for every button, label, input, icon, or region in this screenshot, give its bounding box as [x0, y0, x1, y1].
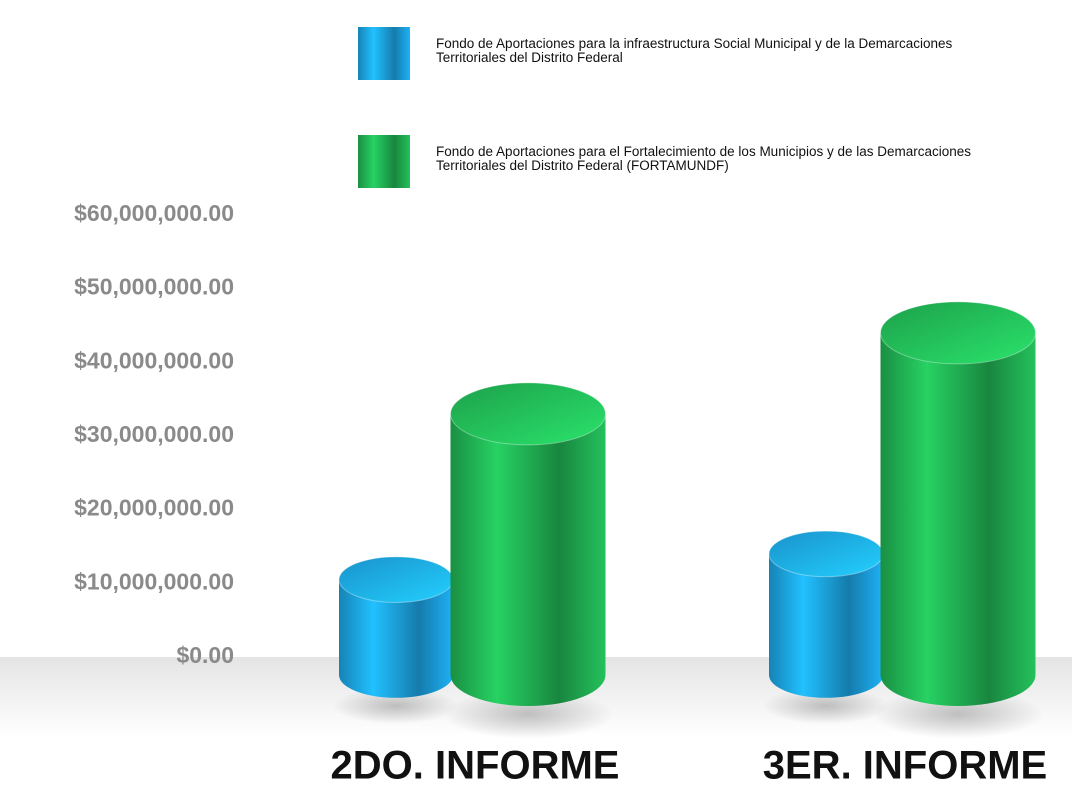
cylinder-top: [450, 382, 606, 446]
x-tick-label: 2DO. INFORME: [331, 744, 620, 788]
cylinder-top: [768, 530, 884, 578]
cylinder-shadow: [333, 687, 459, 725]
cylinder: [880, 332, 1036, 706]
legend-swatch: [358, 27, 410, 80]
y-tick-label: $40,000,000.00: [74, 347, 234, 373]
y-tick-label: $20,000,000.00: [74, 495, 234, 521]
cylinder-shadow: [442, 689, 614, 739]
y-tick-label: $0.00: [176, 642, 234, 668]
y-tick-label: $30,000,000.00: [74, 421, 234, 447]
legend-label: Fondo de Aportaciones para el Fortalecim…: [436, 144, 972, 173]
cylinder: [769, 553, 883, 698]
x-tick-label: 3ER. INFORME: [763, 744, 1047, 788]
cylinder: [450, 413, 606, 706]
cylinder: [339, 579, 453, 698]
cylinder-top: [338, 556, 454, 603]
legend-swatch: [358, 135, 410, 188]
cylinder-shadow: [763, 687, 889, 725]
cylinder-top: [880, 301, 1036, 365]
y-tick-label: $50,000,000.00: [74, 274, 234, 300]
cylinder-shadow: [872, 689, 1044, 739]
y-tick-label: $10,000,000.00: [74, 568, 234, 594]
legend-label: Fondo de Aportaciones para la infraestru…: [436, 36, 953, 65]
y-tick-label: $60,000,000.00: [74, 200, 234, 226]
